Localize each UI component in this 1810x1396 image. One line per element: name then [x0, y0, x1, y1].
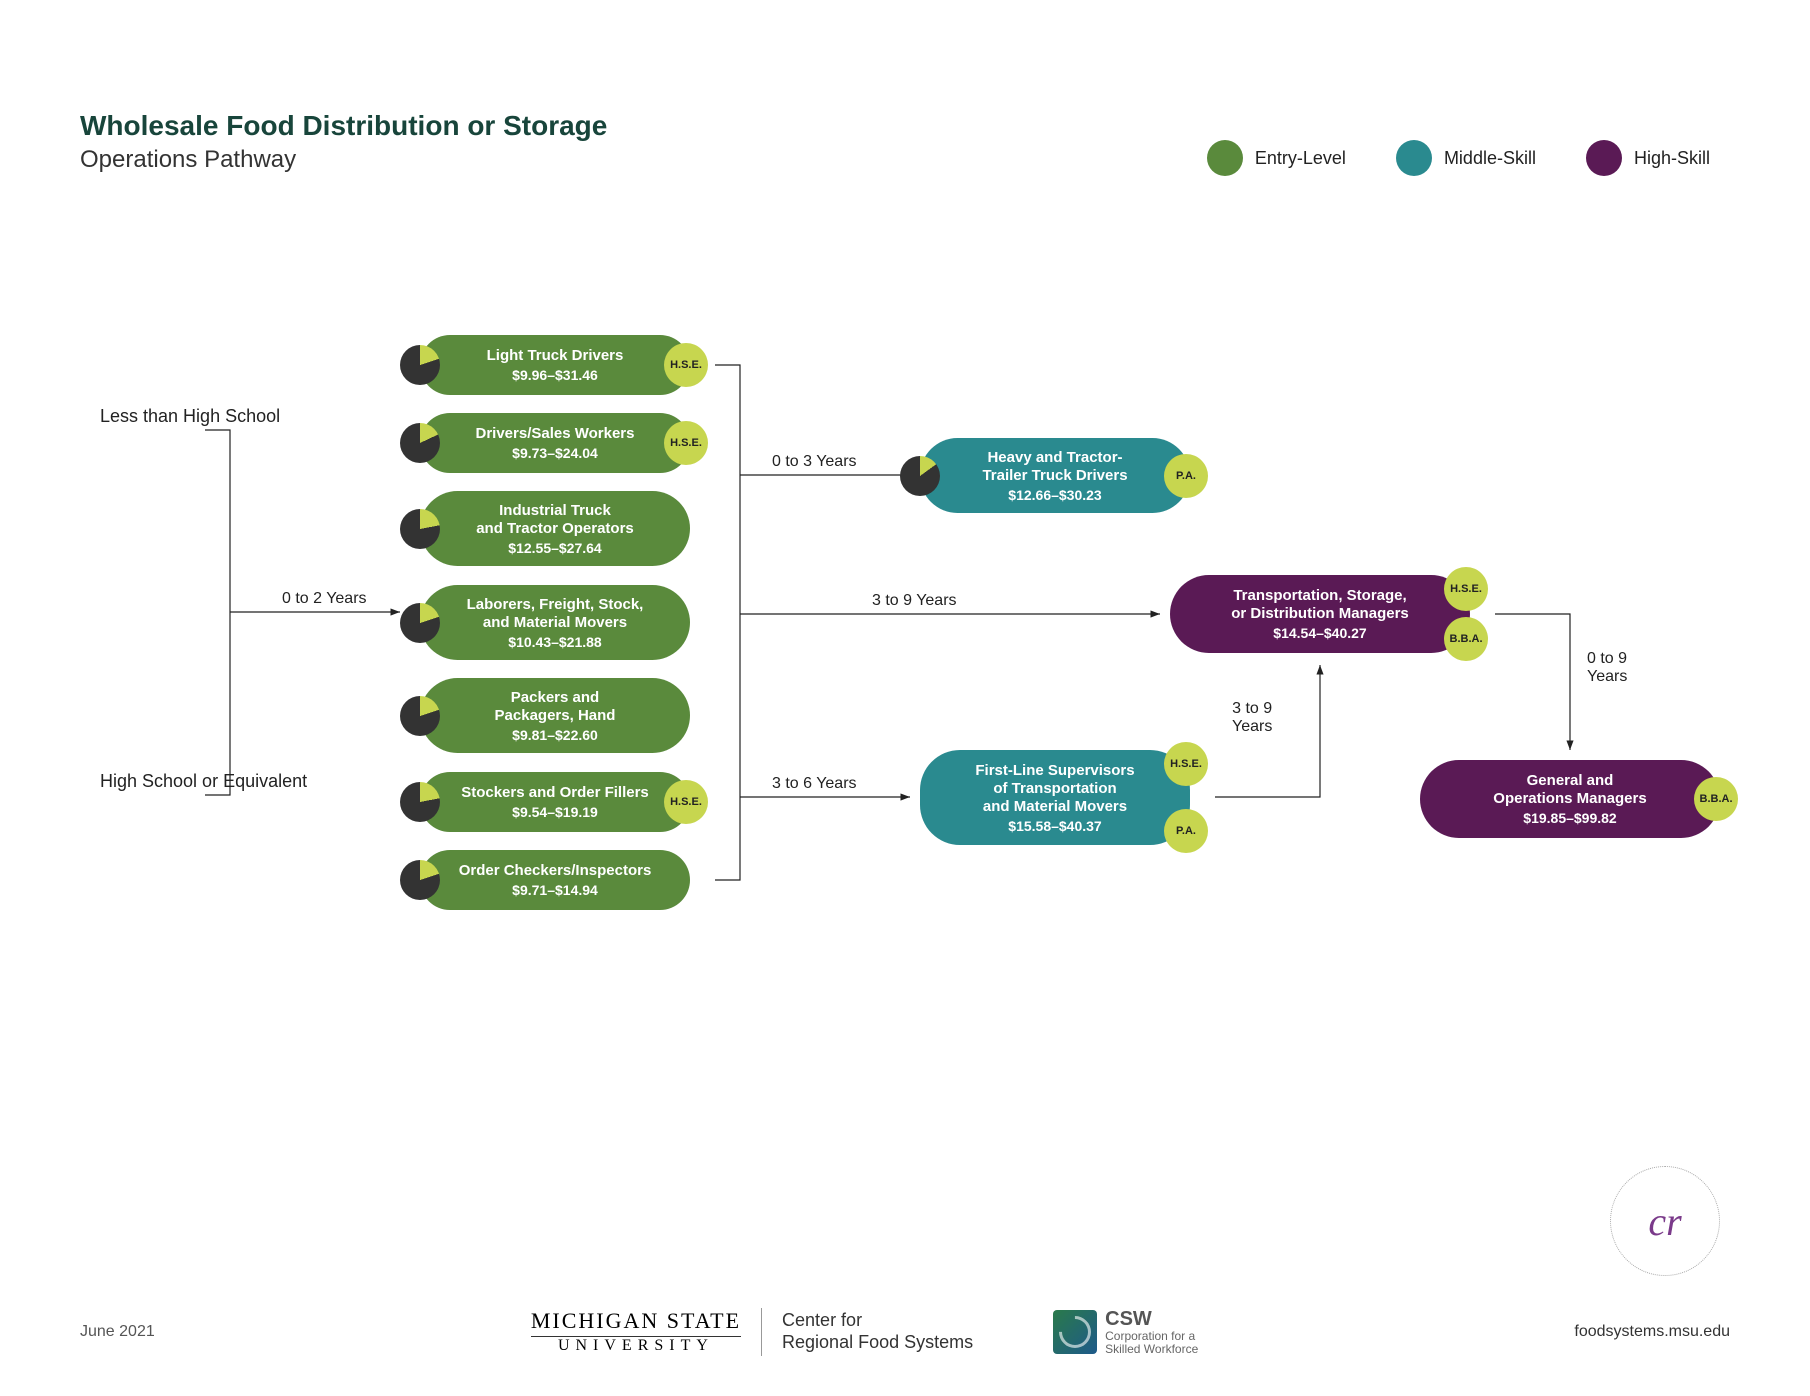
node-wage: $9.81–$22.60 [512, 727, 598, 743]
credential-badge: B.B.A. [1444, 617, 1488, 661]
pie-icon [900, 456, 940, 496]
node-wage: $14.54–$40.27 [1273, 625, 1366, 641]
node-laborers: Laborers, Freight, Stock, and Material M… [420, 585, 690, 660]
edu-label-top: Less than High School [100, 405, 280, 428]
edu-label-bottom: High School or Equivalent [100, 770, 307, 793]
design-credit-initials: cr [1648, 1198, 1681, 1245]
node-fls: First-Line Supervisors of Transportation… [920, 750, 1190, 845]
diagram-canvas: Less than High School High School or Equ… [0, 0, 1810, 1396]
node-label: General and Operations Managers [1493, 772, 1646, 808]
node-wage: $19.85–$99.82 [1523, 810, 1616, 826]
node-packers: Packers and Packagers, Hand $9.81–$22.60 [420, 678, 690, 753]
pie-icon [400, 782, 440, 822]
credential-badge: P.A. [1164, 454, 1208, 498]
pie-icon [400, 509, 440, 549]
edge-label-fls: 3 to 6 Years [770, 775, 859, 793]
csw-big: CSW [1105, 1308, 1198, 1330]
pie-icon [400, 696, 440, 736]
design-credit-badge: cr [1610, 1166, 1720, 1276]
node-wage: $12.66–$30.23 [1008, 487, 1101, 503]
node-stockers: Stockers and Order Fillers$9.54–$19.19H.… [420, 772, 690, 832]
node-heavy: Heavy and Tractor- Trailer Truck Drivers… [920, 438, 1190, 513]
credential-badge: H.S.E. [664, 780, 708, 824]
footer-url: foodsystems.msu.edu [1574, 1323, 1730, 1341]
node-drivers_sales: Drivers/Sales Workers$9.73–$24.04H.S.E. [420, 413, 690, 473]
node-wage: $10.43–$21.88 [508, 634, 601, 650]
node-label: Industrial Truck and Tractor Operators [476, 502, 634, 538]
csw-sub: Corporation for a Skilled Workforce [1105, 1330, 1198, 1356]
msu-name-top: MICHIGAN STATE [531, 1308, 741, 1337]
msu-logo: MICHIGAN STATE UNIVERSITY [531, 1308, 741, 1355]
node-label: Drivers/Sales Workers [476, 425, 635, 443]
edge-label-tsm: 3 to 9 Years [870, 592, 959, 610]
edge-label-fls-tsm: 3 to 9 Years [1230, 700, 1274, 736]
node-industrial: Industrial Truck and Tractor Operators $1… [420, 491, 690, 566]
page-footer: June 2021 MICHIGAN STATE UNIVERSITY Cent… [0, 1308, 1810, 1356]
csw-logo-icon [1053, 1310, 1097, 1354]
csw-block: CSW Corporation for a Skilled Workforce [1053, 1308, 1198, 1356]
msu-name-bottom: UNIVERSITY [531, 1337, 741, 1355]
pie-icon [400, 423, 440, 463]
crfs-label: Center for Regional Food Systems [782, 1310, 973, 1353]
footer-logos: MICHIGAN STATE UNIVERSITY Center for Reg… [531, 1308, 1198, 1356]
arrow-layer [0, 0, 1810, 1396]
credential-badge: H.S.E. [664, 421, 708, 465]
node-label: Stockers and Order Fillers [461, 784, 649, 802]
node-wage: $15.58–$40.37 [1008, 818, 1101, 834]
edge-label-tsm-gom: 0 to 9 Years [1585, 650, 1629, 686]
credential-badge: H.S.E. [1444, 567, 1488, 611]
node-label: Laborers, Freight, Stock, and Material M… [467, 596, 644, 632]
node-label: First-Line Supervisors of Transportation… [975, 762, 1134, 816]
csw-text: CSW Corporation for a Skilled Workforce [1105, 1308, 1198, 1356]
node-tsm: Transportation, Storage, or Distribution… [1170, 575, 1470, 653]
footer-divider [761, 1308, 762, 1356]
node-label: Light Truck Drivers [487, 347, 624, 365]
pie-icon [400, 345, 440, 385]
node-wage: $9.96–$31.46 [512, 367, 598, 383]
node-label: Transportation, Storage, or Distribution… [1231, 587, 1409, 623]
node-wage: $12.55–$27.64 [508, 540, 601, 556]
node-label: Packers and Packagers, Hand [495, 689, 616, 725]
node-wage: $9.71–$14.94 [512, 882, 598, 898]
node-gom: General and Operations Managers $19.85–$9… [1420, 760, 1720, 838]
pie-icon [400, 860, 440, 900]
credential-badge: H.S.E. [664, 343, 708, 387]
edge-label-heavy: 0 to 3 Years [770, 453, 859, 471]
node-light_truck: Light Truck Drivers$9.96–$31.46H.S.E. [420, 335, 690, 395]
node-wage: $9.54–$19.19 [512, 804, 598, 820]
credential-badge: P.A. [1164, 809, 1208, 853]
credential-badge: B.B.A. [1694, 777, 1738, 821]
node-label: Heavy and Tractor- Trailer Truck Drivers [982, 449, 1127, 485]
node-checkers: Order Checkers/Inspectors $9.71–$14.94 [420, 850, 690, 910]
node-wage: $9.73–$24.04 [512, 445, 598, 461]
footer-date: June 2021 [80, 1323, 155, 1341]
node-label: Order Checkers/Inspectors [459, 862, 652, 880]
edge-label-first: 0 to 2 Years [280, 590, 369, 608]
pie-icon [400, 603, 440, 643]
credential-badge: H.S.E. [1164, 742, 1208, 786]
